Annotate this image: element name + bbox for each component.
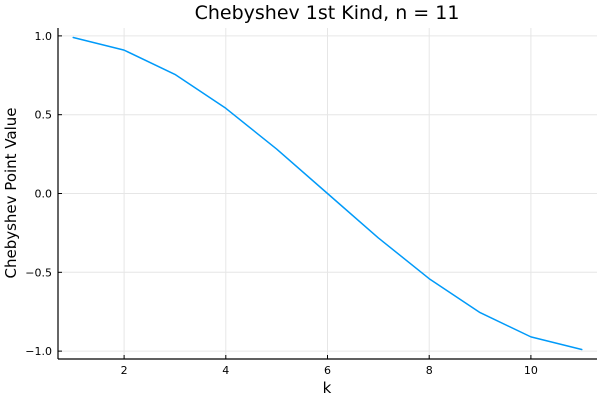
y-tick-label: 0.0 [35,188,53,201]
y-tick-label: 0.5 [35,109,53,122]
x-tick-label: 10 [524,364,538,377]
tick-labels: 2 4 6 8 10 −1.0 −0.5 0.0 0.5 1.0 [25,30,538,377]
x-tick-label: 8 [426,364,433,377]
grid-lines [58,28,597,359]
y-tick-label: −1.0 [25,345,52,358]
series-layer [72,36,583,351]
x-axis-label: k [323,379,332,397]
x-tick-label: 2 [121,364,128,377]
y-tick-label: 1.0 [35,30,53,43]
series-line [72,36,583,351]
x-tick-label: 4 [222,364,229,377]
x-tick-label: 6 [324,364,331,377]
y-tick-label: −0.5 [25,266,52,279]
chart-title: Chebyshev 1st Kind, n = 11 [195,2,460,24]
y-axis-label: Chebyshev Point Value [2,107,20,278]
